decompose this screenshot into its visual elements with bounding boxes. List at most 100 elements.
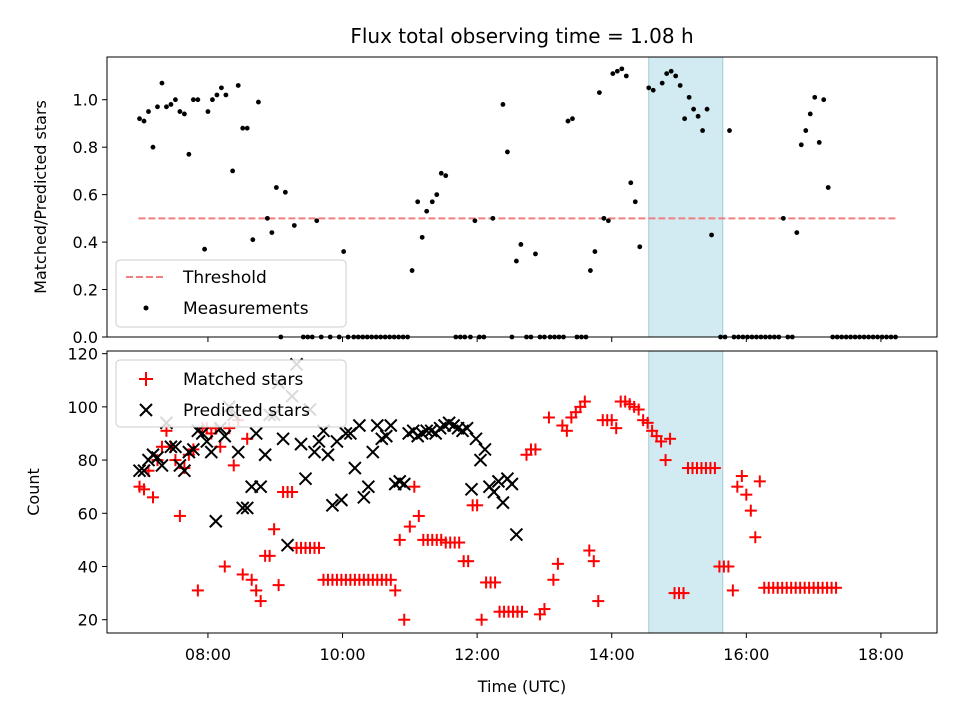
measurement-points: [137, 66, 898, 340]
measurement-point: [230, 168, 236, 174]
legend-matched-label: Matched stars: [183, 370, 303, 390]
measurement-point: [565, 118, 571, 124]
predicted-star-point: [236, 501, 250, 515]
predicted-star-point: [379, 429, 393, 443]
matched-star-point: [677, 587, 690, 600]
bottom-y-ticks: 20 40 60 80 100 120: [67, 345, 107, 630]
matched-star-point: [516, 605, 528, 618]
top-x-ticks: [207, 337, 882, 342]
legend-threshold-label: Threshold: [182, 268, 267, 288]
matched-star-point: [529, 443, 542, 456]
predicted-star-point: [321, 448, 335, 462]
matched-star-point: [560, 424, 573, 437]
measurement-point: [812, 94, 818, 100]
predicted-star-point: [370, 418, 385, 433]
matched-stars-points: [133, 395, 843, 626]
matched-star-point: [592, 595, 605, 608]
measurement-point: [637, 244, 643, 250]
matched-star-point: [236, 568, 249, 581]
predicted-star-point: [460, 421, 474, 435]
predicted-star-point: [384, 418, 398, 433]
predicted-star-point: [177, 464, 192, 478]
matched-star-point: [398, 613, 411, 626]
matched-star-point: [268, 523, 281, 536]
matched-star-point: [312, 541, 325, 554]
matched-star-point: [551, 557, 564, 570]
matched-star-point: [286, 486, 299, 498]
measurement-point: [505, 149, 510, 155]
predicted-star-point: [397, 477, 411, 491]
top-y-ticks: 0.0 0.2 0.4 0.6 0.8 1.0: [73, 91, 107, 347]
predicted-star-point: [505, 477, 519, 491]
predicted-star-point: [464, 482, 479, 497]
matched-star-point: [641, 416, 654, 429]
matched-star-point: [384, 573, 397, 586]
measurement-point: [219, 85, 224, 91]
predicted-star-point: [487, 485, 501, 499]
measurement-point: [424, 208, 430, 214]
measurement-point: [650, 87, 656, 93]
predicted-star-point: [209, 514, 223, 528]
measurement-point: [214, 92, 220, 98]
matched-star-point: [632, 403, 645, 416]
measurement-point: [150, 144, 156, 150]
predicted-star-point: [361, 479, 376, 494]
measurement-point: [490, 215, 496, 221]
predicted-star-point: [150, 450, 165, 465]
measurement-point: [614, 68, 620, 74]
matched-star-point: [610, 422, 623, 435]
measurement-point: [250, 237, 256, 243]
measurement-point: [700, 128, 705, 133]
legend-predicted-swatch: [139, 403, 153, 417]
matched-star-point: [749, 531, 762, 544]
measurement-point: [592, 249, 598, 254]
matched-star-point: [453, 536, 466, 549]
x-tick-label: 18:00: [858, 645, 904, 664]
matched-star-point: [412, 509, 425, 522]
x-tick-label: 14:00: [589, 645, 635, 664]
predicted-star-point: [132, 464, 147, 478]
matched-star-point: [587, 555, 600, 568]
measurement-point: [500, 102, 506, 107]
measurement-point: [273, 185, 279, 190]
x-tick-label: 12:00: [454, 645, 500, 664]
matched-star-point: [726, 584, 739, 597]
predicted-star-point: [168, 440, 183, 454]
measurement-point: [682, 116, 688, 122]
matched-star-point: [272, 579, 285, 592]
matched-star-point: [731, 480, 744, 493]
measurement-point: [210, 97, 215, 103]
measurement-point: [195, 97, 201, 103]
measurement-point: [533, 251, 538, 257]
measurement-point: [588, 268, 593, 273]
measurement-point: [429, 199, 435, 205]
measurement-point: [472, 218, 478, 224]
predicted-star-point: [137, 464, 151, 478]
matched-star-point: [735, 470, 748, 483]
measurement-point: [159, 80, 165, 86]
bottom-legend-box: [115, 359, 347, 428]
matched-star-point: [578, 395, 591, 408]
predicted-star-point: [352, 418, 367, 433]
measurement-point: [223, 92, 229, 98]
predicted-star-point: [478, 442, 492, 457]
predicted-star-point: [473, 453, 488, 467]
matched-star-point: [740, 488, 753, 501]
predicted-star-point: [294, 437, 308, 451]
measurement-point: [419, 234, 425, 240]
x-tick-label: 10:00: [319, 645, 365, 664]
measurement-point: [269, 230, 275, 235]
x-axis-label: Time (UTC): [477, 677, 566, 696]
legend-matched-swatch: [139, 372, 153, 386]
measurement-point: [190, 97, 196, 103]
bottom-panel: 20 40 60 80 100 120 08:00 10:00 12:00 14:00 16:00…: [24, 345, 938, 696]
matched-star-point: [547, 573, 560, 586]
measurement-point: [673, 73, 679, 79]
predicted-star-point: [155, 458, 169, 473]
matched-star-point: [708, 462, 721, 475]
measurement-point: [727, 128, 732, 133]
predicted-star-point: [200, 434, 214, 449]
observing-window-band-bottom: [648, 350, 724, 634]
top-y-tick-label: 0.4: [73, 233, 98, 252]
